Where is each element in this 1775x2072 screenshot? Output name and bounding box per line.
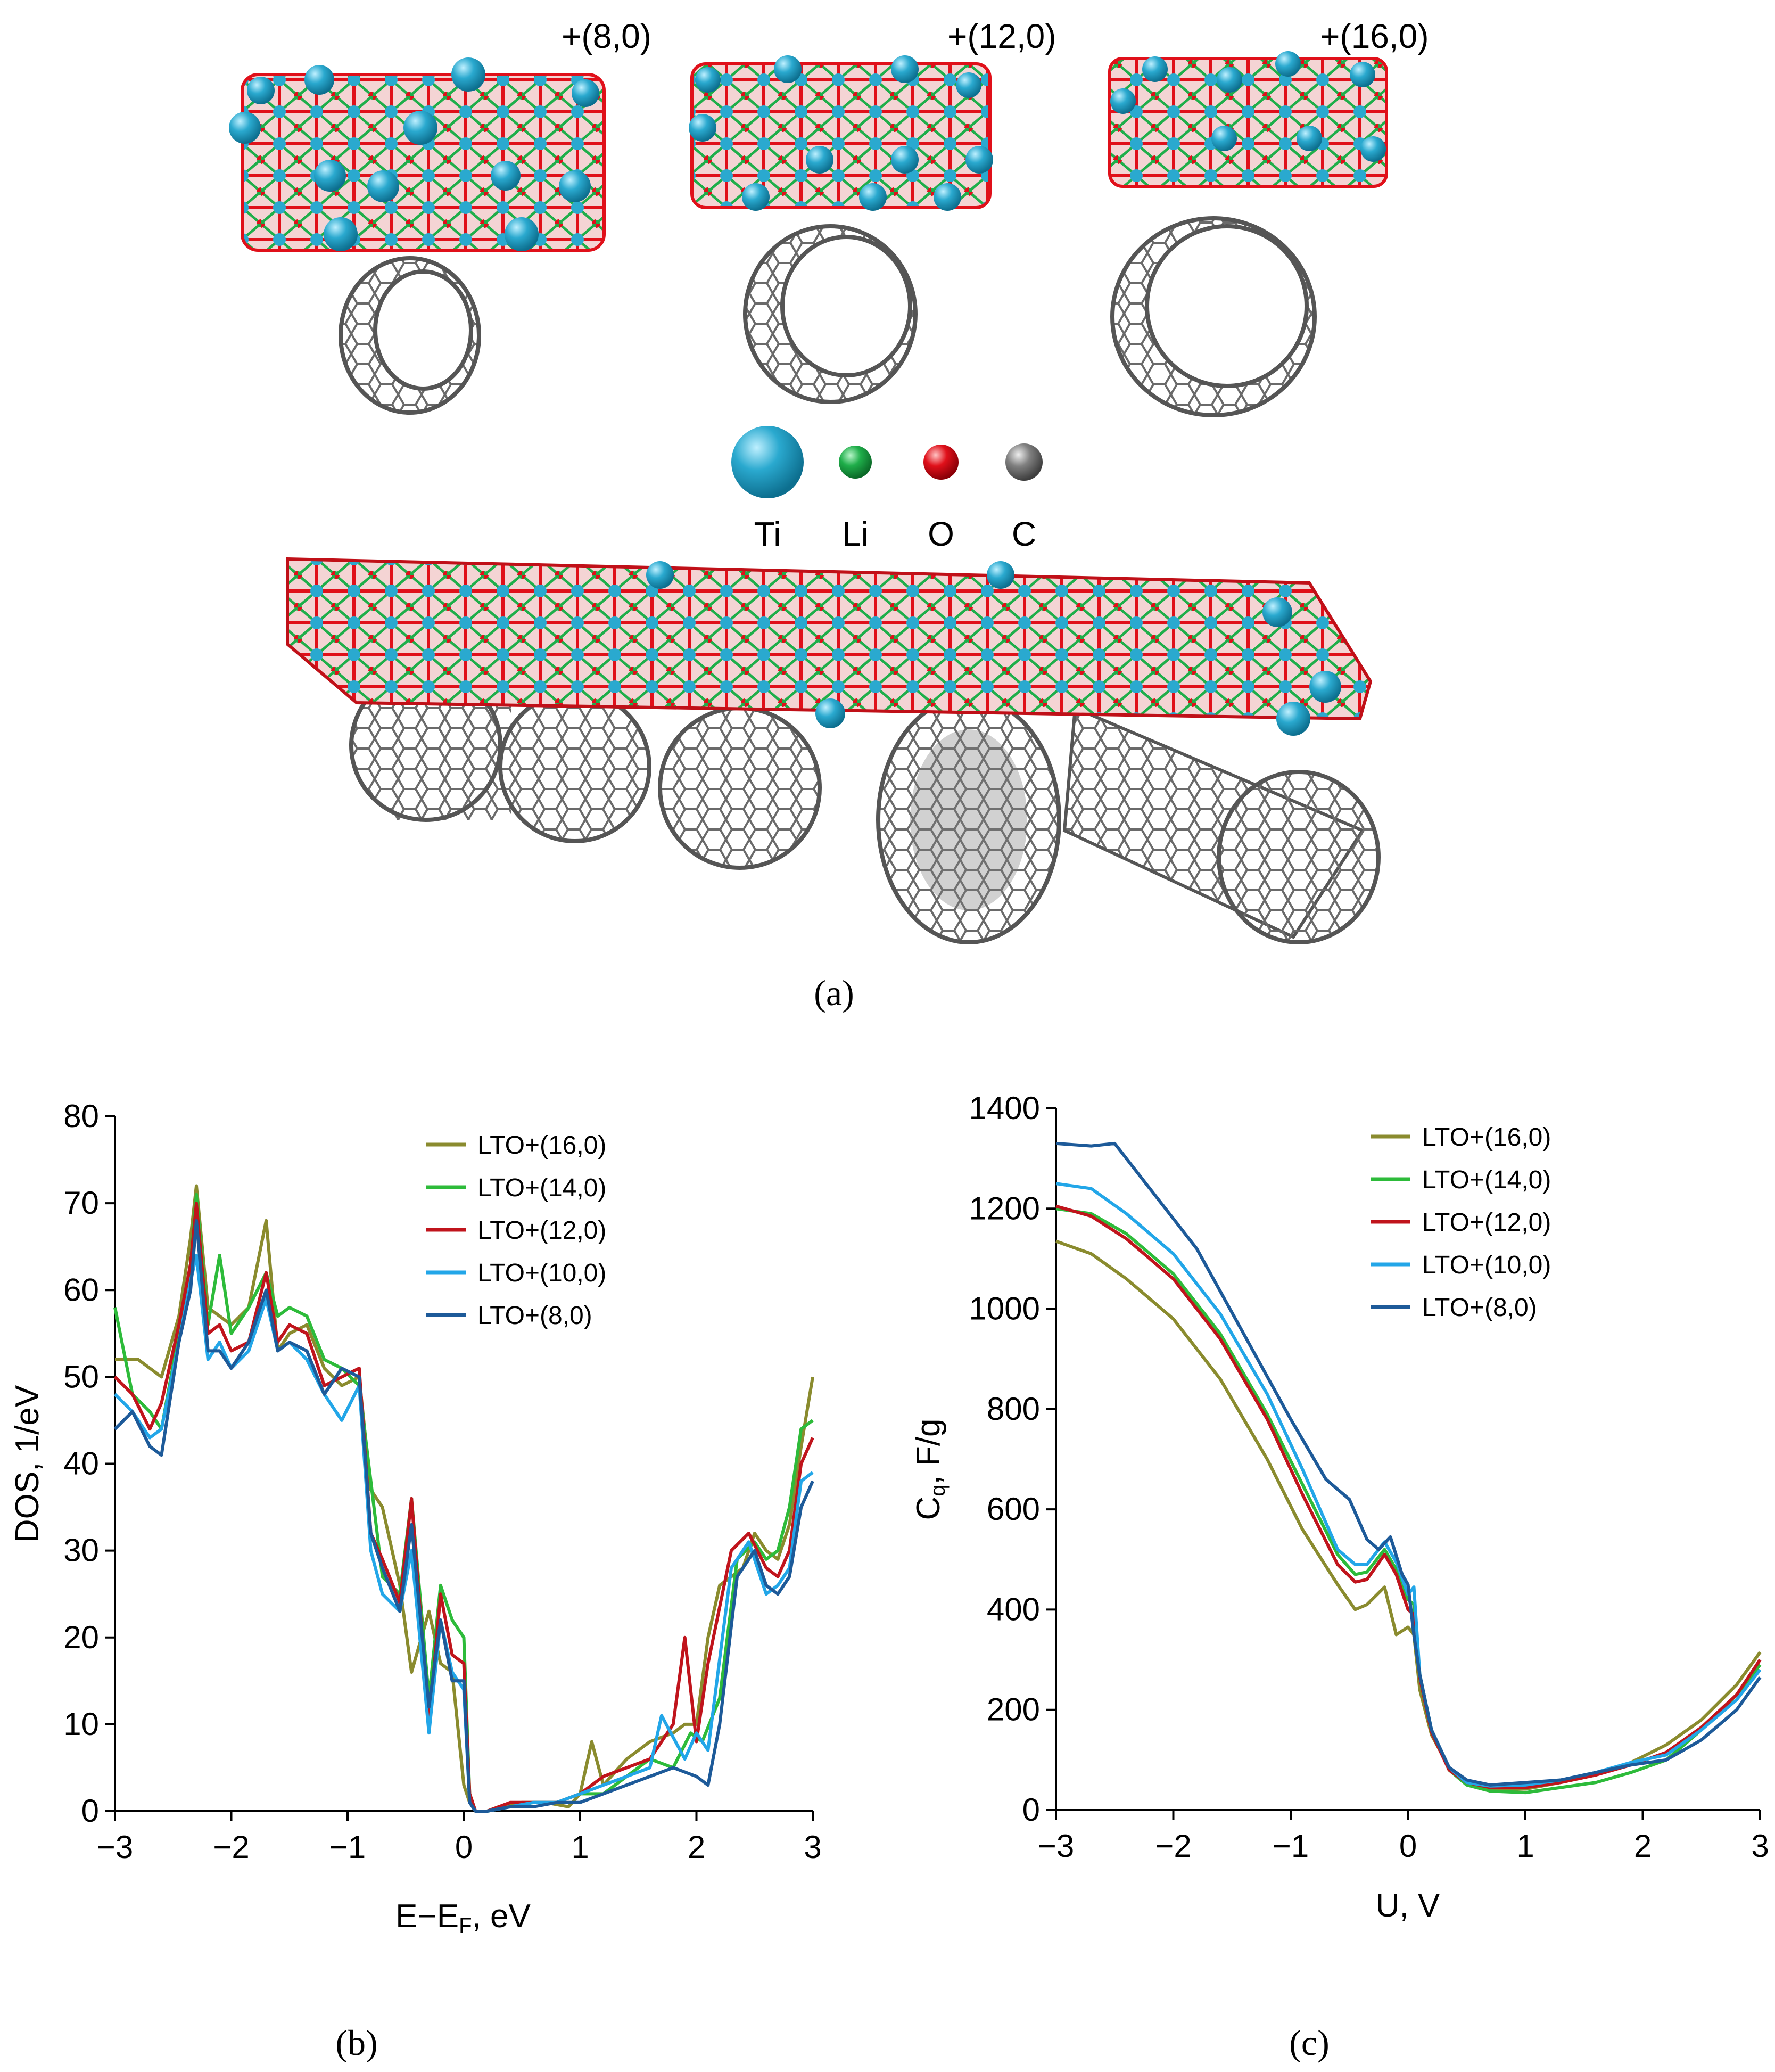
x-tick-label: 2 [1634, 1828, 1652, 1864]
chart-c-axes [1055, 1108, 1760, 1811]
chart-c-legend: LTO+(16,0) LTO+(14,0) LTO+(12,0) LTO+(10,0)… [1371, 1123, 1551, 1322]
x-tick-label: 3 [1751, 1828, 1769, 1864]
y-tick-label: 10 [63, 1706, 99, 1742]
panel-a-label: (a) [814, 973, 854, 1013]
series-line-lto-12-0- [113, 1202, 814, 1813]
chart-c-y-ticks: 0 200 400 600 800 1000 1200 1400 [969, 1090, 1056, 1828]
nanotube-8-0 [339, 256, 481, 415]
chart-c-series [1055, 1141, 1762, 1795]
chart-b-series [113, 1184, 814, 1813]
y-tick-label: 80 [63, 1098, 99, 1134]
lto-cluster-16-0 [1108, 51, 1388, 188]
x-tick-label: −2 [213, 1829, 249, 1865]
chart-b-xlabel: E−EF, eV [395, 1898, 531, 1937]
y-tick-label: 30 [63, 1533, 99, 1568]
tube-label-8-0: +(8,0) [562, 17, 651, 55]
series-line-lto-12-0- [1055, 1204, 1762, 1789]
panel-b-label: (b) [335, 2022, 377, 2063]
ti-atom-icon [731, 426, 804, 498]
element-legend: Ti Li O C [731, 426, 1043, 553]
series-line-lto-16-0- [115, 1184, 814, 1813]
legend-label: LTO+(16,0) [1422, 1123, 1551, 1152]
series-line-lto-14-0- [1055, 1207, 1762, 1795]
legend-o: O [928, 515, 954, 553]
series-line-lto-16-0- [1055, 1239, 1762, 1791]
series-line-lto-8-0- [1055, 1141, 1762, 1787]
y-tick-label: 60 [63, 1272, 99, 1308]
y-tick-label: 600 [987, 1491, 1040, 1527]
y-tick-label: 1400 [969, 1090, 1040, 1126]
legend-label: LTO+(14,0) [477, 1174, 606, 1202]
y-tick-label: 800 [987, 1391, 1040, 1427]
y-tick-label: 20 [63, 1619, 99, 1655]
tube-label-12-0: +(12,0) [947, 17, 1056, 55]
y-tick-label: 200 [987, 1692, 1040, 1728]
x-tick-label: 1 [571, 1829, 589, 1865]
x-tick-label: 3 [804, 1829, 821, 1865]
y-tick-label: 400 [987, 1591, 1040, 1627]
y-tick-label: 70 [63, 1185, 99, 1221]
chart-b-y-ticks: 0 10 20 30 40 50 60 70 80 [63, 1098, 115, 1829]
c-atom-icon [1005, 443, 1043, 481]
x-tick-label: −3 [97, 1829, 133, 1865]
x-tick-label: 1 [1516, 1828, 1534, 1864]
lto-cluster-8-0 [229, 57, 606, 252]
chart-c-x-ticks: −3 −2 −1 0 1 2 3 [1038, 1810, 1769, 1864]
legend-label: LTO+(16,0) [477, 1131, 606, 1160]
x-tick-label: −1 [329, 1829, 366, 1865]
panel-a: +(8,0) +(12,0) +(16,0) [229, 17, 1429, 1013]
lto-slab-with-nanotubes [286, 557, 1381, 944]
legend-label: LTO+(10,0) [477, 1259, 606, 1287]
legend-label: LTO+(8,0) [1422, 1294, 1537, 1322]
lto-cluster-12-0 [689, 55, 993, 211]
li-atom-icon [839, 446, 872, 479]
y-tick-label: 0 [1022, 1792, 1040, 1828]
chart-c-xlabel: U, V [1376, 1887, 1440, 1924]
series-line-lto-14-0- [113, 1193, 814, 1813]
chart-c-ylabel: Cq, F/g [910, 1418, 950, 1520]
legend-ti: Ti [754, 515, 781, 553]
legend-label: LTO+(8,0) [477, 1302, 592, 1330]
nanotube-16-0 [1110, 216, 1317, 417]
panel-c-label: (c) [1289, 2022, 1329, 2063]
y-tick-label: 50 [63, 1359, 99, 1394]
legend-li: Li [842, 515, 869, 553]
y-tick-label: 1000 [969, 1291, 1040, 1327]
chart-c: 0 200 400 600 800 1000 1200 1400 −3 −2 −1 0 1 2 3 LTO… [910, 1090, 1769, 2063]
y-tick-label: 0 [81, 1793, 99, 1829]
x-tick-label: 2 [688, 1829, 705, 1865]
legend-label: LTO+(14,0) [1422, 1166, 1551, 1194]
tube-label-16-0: +(16,0) [1320, 17, 1429, 55]
chart-b-ylabel: DOS, 1/eV [9, 1385, 46, 1543]
nanotube-12-0 [743, 224, 918, 404]
y-tick-label: 40 [63, 1446, 99, 1482]
series-line-lto-10-0- [1055, 1182, 1762, 1788]
y-tick-label: 1200 [969, 1190, 1040, 1226]
nanotube-array [349, 669, 1381, 944]
legend-label: LTO+(12,0) [1422, 1208, 1551, 1237]
x-tick-label: −2 [1155, 1828, 1191, 1864]
x-tick-label: 0 [455, 1829, 473, 1865]
x-tick-label: −1 [1273, 1828, 1309, 1864]
x-tick-label: 0 [1399, 1828, 1417, 1864]
series-line-lto-8-0- [113, 1219, 814, 1813]
chart-b-x-ticks: −3 −2 −1 0 1 2 3 [97, 1811, 822, 1865]
legend-label: LTO+(12,0) [477, 1216, 606, 1245]
legend-label: LTO+(10,0) [1422, 1251, 1551, 1279]
o-atom-icon [923, 445, 959, 480]
legend-c: C [1012, 515, 1036, 553]
x-tick-label: −3 [1038, 1828, 1074, 1864]
chart-b-legend: LTO+(16,0) LTO+(14,0) LTO+(12,0) LTO+(10,0)… [426, 1131, 606, 1330]
